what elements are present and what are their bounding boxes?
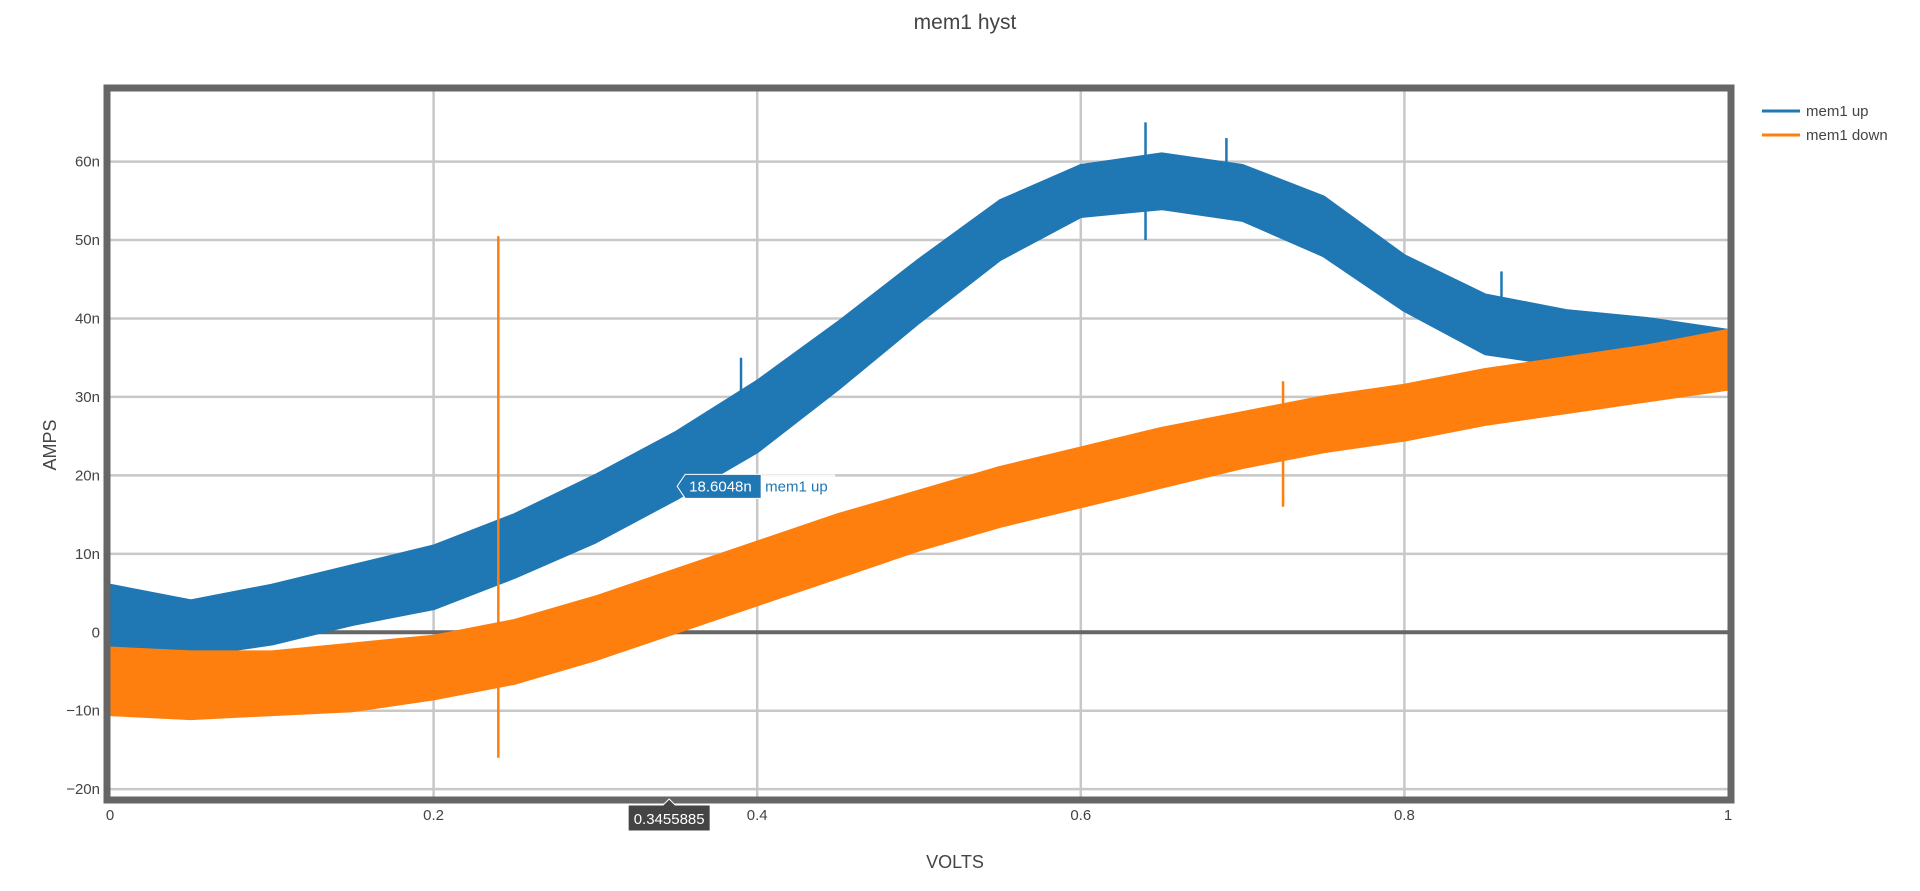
- legend-label: mem1 up: [1806, 103, 1869, 120]
- hover-y-value: 18.6048n: [689, 478, 752, 495]
- legend-item[interactable]: mem1 down: [1762, 127, 1888, 144]
- x-tick-label: 1: [1724, 807, 1732, 824]
- hover-series-name: mem1 up: [765, 478, 828, 495]
- y-tick-label: 60n: [75, 154, 100, 171]
- hover-x-box: [627, 798, 711, 832]
- y-tick-label: 30n: [75, 389, 100, 406]
- y-tick-label: 0: [92, 624, 100, 641]
- x-tick-labels: 0 0.2 0.4 0.6 0.8 1: [106, 807, 1732, 824]
- chart-title: mem1 hyst: [914, 11, 1017, 34]
- plot-border: [103, 84, 1735, 804]
- y-tick-label: 50n: [75, 232, 100, 249]
- legend-label: mem1 down: [1806, 127, 1888, 144]
- x-axis-label: VOLTS: [926, 852, 984, 872]
- x-tick-label: 0: [106, 807, 114, 824]
- hover-value-box: [676, 473, 762, 499]
- y-tick-labels: −20n −10n 0 10n 20n 30n 40n 50n 60n: [66, 154, 100, 799]
- hover-tooltip: 18.6048n mem1 up 0.3455885: [627, 473, 836, 832]
- y-tick-label: 20n: [75, 467, 100, 484]
- hover-name-box: [761, 474, 836, 499]
- x-tick-label: 0.2: [423, 807, 444, 824]
- plot-frame: [103, 84, 1735, 804]
- y-tick-label: 10n: [75, 546, 100, 563]
- y-tick-label: 40n: [75, 310, 100, 327]
- legend-item[interactable]: mem1 up: [1762, 103, 1869, 120]
- legend: mem1 up mem1 down: [1762, 103, 1888, 144]
- y-tick-label: −10n: [66, 703, 100, 720]
- y-tick-label: −20n: [66, 781, 100, 798]
- x-tick-label: 0.8: [1394, 807, 1415, 824]
- y-axis-label: AMPS: [40, 419, 60, 470]
- series-spikes: [497, 122, 1503, 758]
- x-tick-label: 0.6: [1070, 807, 1091, 824]
- hover-x-value: 0.3455885: [634, 811, 705, 828]
- x-tick-label: 0.4: [747, 807, 768, 824]
